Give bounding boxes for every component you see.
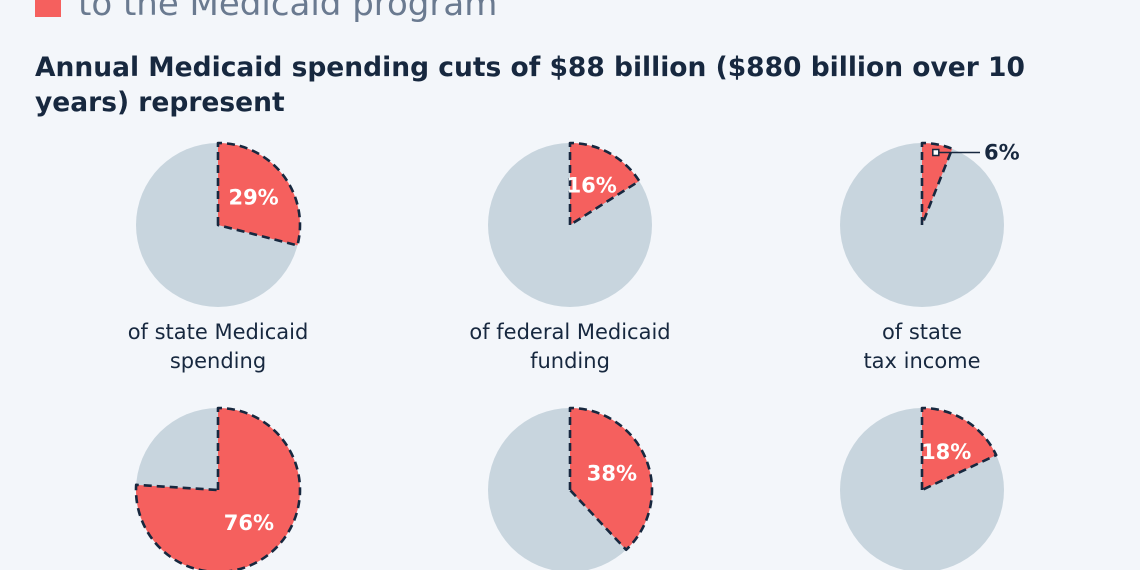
pie-value-label: 6%	[984, 141, 1020, 165]
pie-caption-line: tax income	[863, 349, 981, 373]
pie-highlight-slice	[216, 141, 302, 247]
legend-label: to the Medicaid program	[78, 0, 498, 24]
pie-2: 16%	[488, 141, 652, 307]
pie-caption-line: of state Medicaid	[127, 320, 309, 344]
pie-caption-line: funding	[530, 349, 610, 373]
pie-highlight-slice	[134, 406, 302, 570]
pie-4: 76%	[134, 406, 302, 570]
pie-value-label: 18%	[921, 440, 971, 464]
pie-3: 6%	[840, 141, 1020, 307]
pie-highlight-slice	[568, 406, 654, 552]
callout-marker	[932, 148, 940, 157]
pie-highlight-slice	[920, 406, 998, 492]
pie-caption-line: spending	[169, 349, 267, 373]
pie-caption-line: of federal Medicaid	[469, 320, 671, 344]
pie-value-label: 29%	[228, 185, 278, 209]
legend-swatch	[35, 0, 61, 17]
pie-value-label: 76%	[224, 511, 274, 535]
pie-highlight-slice	[920, 141, 954, 227]
pie-value-label: 38%	[587, 461, 637, 485]
pie-caption-line: of state	[881, 320, 963, 344]
pie-caption: of federal Medicaid funding	[440, 318, 700, 376]
pie-6: 18%	[840, 406, 1004, 570]
chart-headline: Annual Medicaid spending cuts of $88 bil…	[35, 52, 1025, 118]
pie-value-label: 16%	[567, 174, 617, 198]
pie-caption: of state Medicaid spending	[88, 318, 348, 376]
pie-5: 38%	[488, 406, 654, 570]
pie-1: 29%	[136, 141, 302, 307]
pie-highlight-slice	[568, 141, 641, 227]
pie-caption: of state tax income	[792, 318, 1052, 376]
